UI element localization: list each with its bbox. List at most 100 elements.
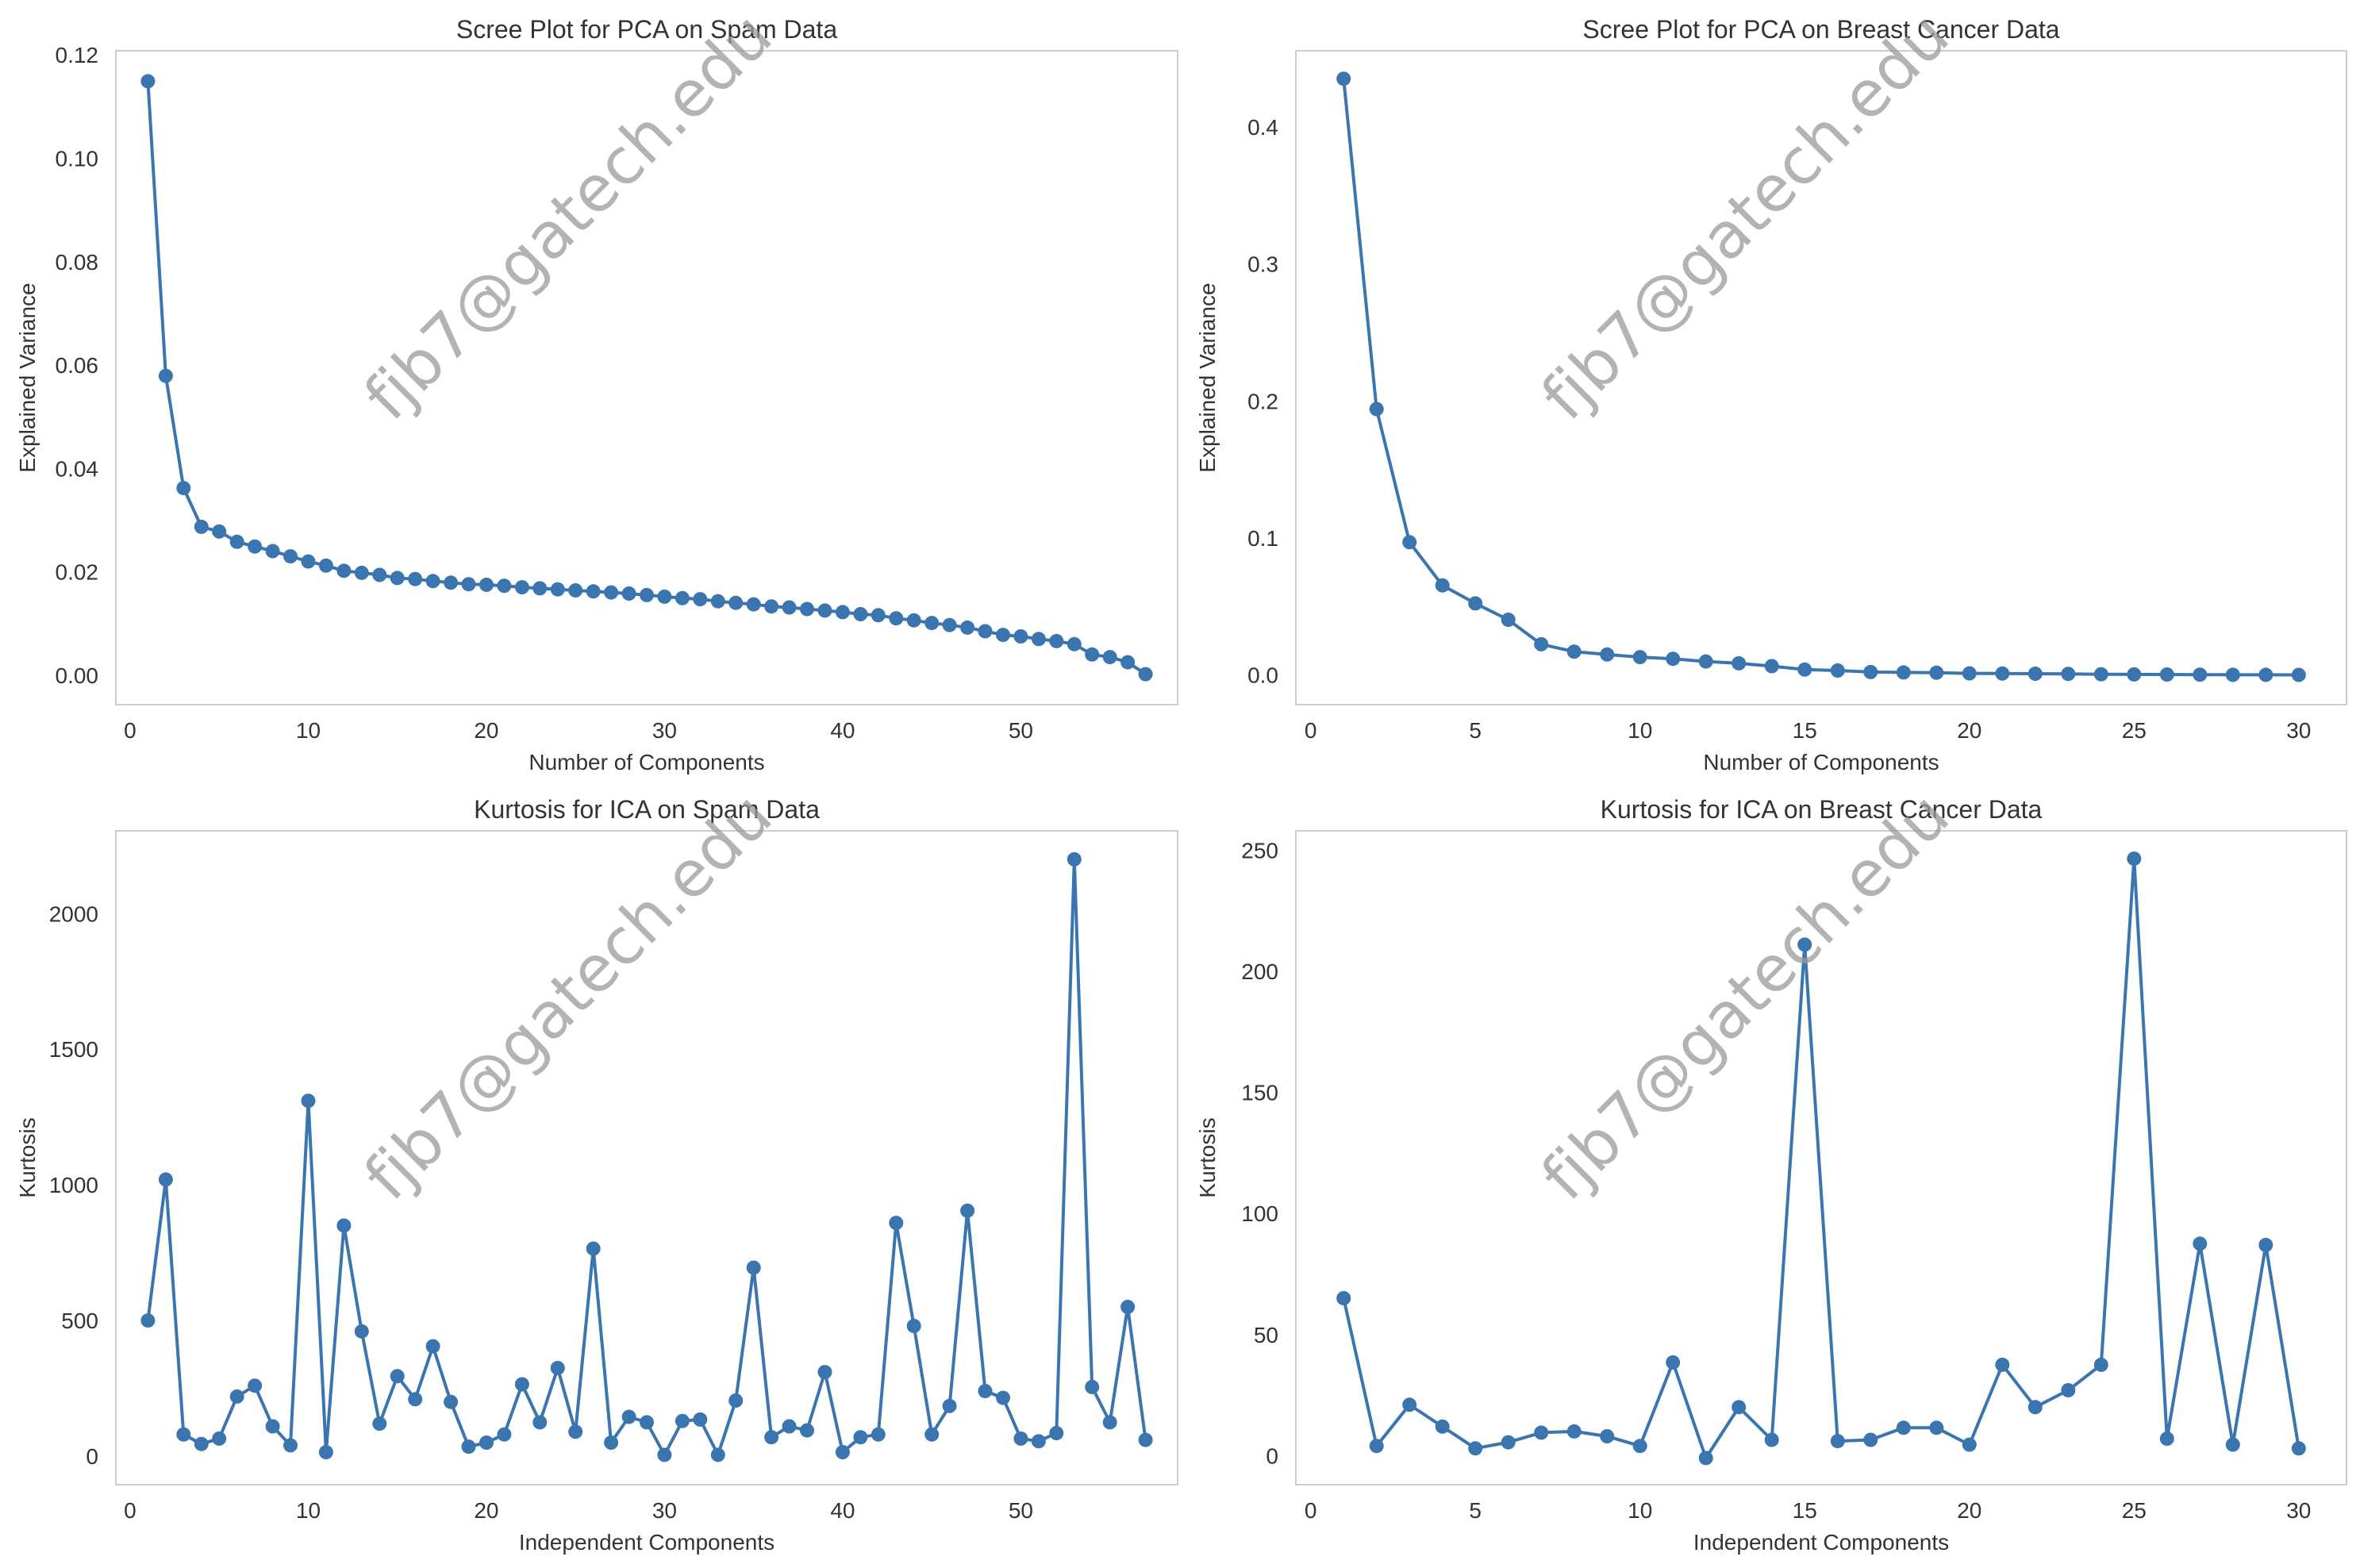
- data-point: [354, 1324, 369, 1339]
- y-tick-label: 1000: [49, 1173, 98, 1197]
- data-point: [710, 1447, 725, 1462]
- data-point: [444, 575, 459, 590]
- data-point: [2291, 1441, 2306, 1456]
- data-point: [835, 605, 850, 620]
- data-point: [693, 592, 708, 607]
- data-point: [604, 1435, 619, 1450]
- data-point: [550, 582, 565, 597]
- chart-title: Scree Plot for PCA on Breast Cancer Data: [1582, 15, 2059, 44]
- y-tick-label: 2000: [49, 901, 98, 926]
- y-tick-label: 200: [1241, 959, 1278, 984]
- data-point: [640, 587, 654, 602]
- y-tick-label: 0.02: [56, 560, 99, 585]
- data-point: [800, 1423, 814, 1438]
- x-tick-label: 5: [1469, 718, 1482, 743]
- data-point: [657, 1447, 672, 1462]
- x-tick-label: 40: [830, 718, 855, 743]
- data-point: [2028, 667, 2043, 681]
- data-point: [1067, 851, 1082, 867]
- data-point: [693, 1412, 708, 1427]
- data-point: [283, 1438, 298, 1453]
- y-tick-label: 500: [61, 1309, 98, 1333]
- data-point: [1120, 1300, 1136, 1314]
- data-point: [1067, 636, 1082, 651]
- y-tick-label: 1500: [49, 1037, 98, 1062]
- data-point: [158, 1172, 173, 1187]
- data-point: [1698, 654, 1713, 669]
- x-axis-label: Number of Components: [529, 750, 764, 774]
- data-point: [978, 1384, 993, 1398]
- data-point: [1632, 650, 1647, 665]
- data-point: [1013, 629, 1028, 644]
- data-point: [1468, 1441, 1483, 1456]
- data-point: [425, 574, 440, 589]
- data-point: [2159, 667, 2174, 682]
- data-point: [710, 594, 725, 609]
- data-point: [194, 519, 209, 534]
- data-point: [1013, 1431, 1028, 1446]
- data-point: [1435, 578, 1450, 593]
- data-point: [2193, 1236, 2208, 1251]
- data-point: [408, 571, 423, 586]
- x-axis-label: Independent Components: [519, 1530, 774, 1555]
- data-point: [782, 1419, 797, 1434]
- data-point: [2225, 1437, 2240, 1452]
- data-point: [2193, 667, 2208, 682]
- data-point: [1534, 636, 1549, 651]
- data-point: [764, 1430, 779, 1445]
- data-point: [194, 1436, 209, 1451]
- data-point: [1435, 1419, 1450, 1434]
- data-point: [942, 617, 957, 632]
- data-point: [1863, 664, 1878, 679]
- y-tick-label: 0.00: [56, 663, 99, 688]
- data-point: [942, 1398, 957, 1413]
- data-point: [444, 1394, 459, 1409]
- data-point: [2291, 667, 2306, 682]
- data-point: [1534, 1425, 1549, 1440]
- data-point: [176, 481, 191, 496]
- data-point: [1732, 655, 1747, 671]
- y-axis-label: Explained Variance: [15, 282, 40, 472]
- data-point: [212, 524, 227, 539]
- data-point: [1031, 1434, 1046, 1449]
- data-point: [978, 624, 993, 639]
- y-axis-label: Explained Variance: [1195, 282, 1220, 472]
- x-tick-label: 30: [2286, 718, 2311, 743]
- x-tick-label: 20: [474, 1498, 498, 1523]
- data-point: [1085, 647, 1100, 662]
- data-point: [1120, 655, 1136, 670]
- data-point: [764, 599, 779, 614]
- data-point: [2028, 1400, 2043, 1415]
- chart-title: Scree Plot for PCA on Spam Data: [456, 15, 837, 44]
- data-point: [248, 539, 263, 554]
- data-point: [265, 1419, 280, 1434]
- data-point: [817, 603, 832, 618]
- plot-frame: [1295, 50, 2347, 705]
- data-point: [497, 1427, 512, 1442]
- data-point: [550, 1361, 565, 1375]
- data-point: [853, 1430, 868, 1445]
- data-point: [2061, 1383, 2076, 1397]
- data-point: [2093, 667, 2108, 682]
- x-tick-label: 25: [2122, 718, 2147, 743]
- y-tick-label: 0.3: [1247, 252, 1278, 277]
- data-point: [248, 1378, 263, 1393]
- data-point: [1797, 662, 1812, 677]
- x-tick-label: 20: [1957, 718, 1981, 743]
- data-point: [1995, 1357, 2010, 1372]
- x-tick-label: 20: [474, 718, 498, 743]
- data-point: [1929, 1420, 1944, 1435]
- data-point: [1600, 647, 1615, 662]
- data-point: [1830, 663, 1845, 678]
- x-tick-label: 15: [1793, 718, 1817, 743]
- data-point: [1863, 1432, 1878, 1447]
- data-point: [1962, 1437, 1977, 1452]
- data-point: [621, 1409, 636, 1424]
- data-point: [176, 1427, 191, 1442]
- data-point: [2258, 1237, 2274, 1252]
- data-point: [1566, 644, 1582, 659]
- data-point: [996, 628, 1010, 643]
- y-tick-label: 0: [1266, 1443, 1278, 1468]
- data-point: [532, 1415, 548, 1430]
